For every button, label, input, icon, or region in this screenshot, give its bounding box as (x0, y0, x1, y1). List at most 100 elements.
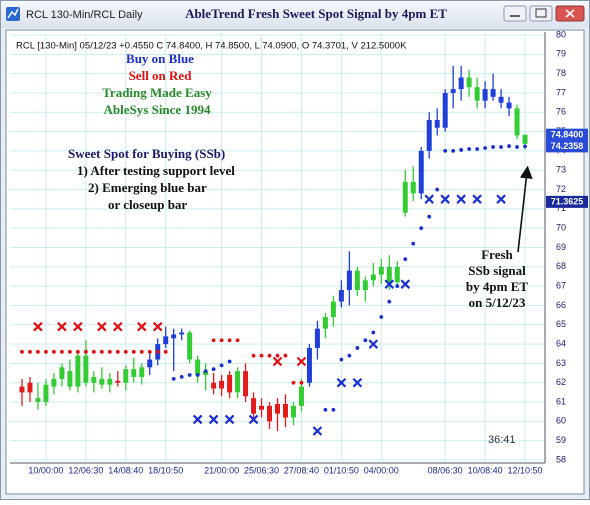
stop-dot (267, 353, 272, 358)
candle-body (314, 328, 320, 348)
x-tick-label: 25/06:30 (244, 465, 279, 475)
stop-dot (227, 359, 232, 364)
annotation: 2) Emerging blue bar (88, 180, 207, 195)
stop-dot (507, 144, 511, 148)
minimize-button[interactable] (503, 5, 527, 22)
stop-dot (331, 407, 336, 412)
x-tick-label: 27/08:40 (284, 465, 319, 475)
stop-dot (147, 349, 152, 354)
y-tick-label: 79 (556, 49, 566, 59)
signal-x (113, 321, 123, 332)
stop-dot (259, 353, 264, 358)
x-tick-label: 08/06:30 (428, 465, 463, 475)
signal-x (136, 321, 147, 332)
candle-body (306, 347, 312, 383)
candle-body (458, 77, 464, 90)
stop-dot (36, 349, 40, 354)
candle-body (35, 398, 41, 403)
stop-dot (443, 149, 448, 153)
stop-dot (131, 349, 136, 354)
window-title: RCL 130-Min/RCL Daily (26, 9, 143, 21)
chart-title: AbleTrend Fresh Sweet Spot Signal by 4pm… (185, 6, 447, 21)
candle-body (394, 266, 400, 283)
y-tick-label: 77 (556, 87, 566, 97)
candle-body (227, 375, 233, 393)
stop-dot (467, 147, 472, 151)
stop-dot (483, 146, 488, 150)
signal-x (368, 339, 379, 349)
stop-dot (235, 338, 240, 343)
y-tick-label: 73 (556, 165, 566, 175)
price-label: 74.2358 (551, 141, 584, 151)
signal-x (272, 356, 283, 367)
candle-body (75, 355, 81, 387)
candle-body (490, 89, 496, 97)
signal-x (336, 377, 347, 388)
stop-dot (179, 375, 184, 379)
candle-body (410, 181, 416, 194)
stop-dot (211, 367, 216, 372)
clock: 36:41 (488, 434, 516, 446)
stop-dot (499, 145, 503, 149)
candle-body (43, 384, 49, 403)
annotation: or closeup bar (108, 197, 187, 212)
candle-body (514, 108, 520, 136)
y-tick-label: 60 (556, 416, 566, 426)
stop-dot (427, 214, 432, 219)
y-tick-label: 58 (556, 454, 566, 464)
stop-dot (60, 349, 64, 354)
candle-body (83, 355, 89, 383)
stop-dot (67, 349, 72, 354)
annotation: by 4pm ET (466, 279, 528, 294)
stop-dot (435, 187, 440, 192)
y-tick-label: 67 (556, 281, 566, 291)
stop-dot (123, 349, 128, 354)
annotation: Sell on Red (129, 68, 193, 83)
stop-dot (395, 284, 400, 289)
stop-dot (99, 349, 104, 354)
signal-x (248, 414, 259, 425)
x-tick-label: 18/10:50 (148, 465, 183, 475)
candle-body (107, 378, 113, 385)
chart-header: RCL [130-Min] 05/12/23 +0.4550 C 74.8400… (16, 41, 407, 52)
signal-x (352, 377, 363, 388)
stop-dot (419, 226, 424, 231)
price-label-box (546, 195, 588, 208)
plot: 5859606162636465666768697071727374757677… (10, 29, 588, 475)
stop-dot (299, 380, 304, 385)
y-tick-label: 63 (556, 358, 566, 368)
candle-body (91, 376, 97, 383)
candle-body (290, 405, 296, 418)
candle-body (330, 301, 336, 318)
stop-dot (227, 338, 232, 343)
stop-dot (339, 357, 344, 362)
annotation: SSb signal (468, 263, 526, 278)
y-tick-label: 69 (556, 242, 566, 252)
maximize-button[interactable] (529, 5, 553, 22)
candle-body (426, 120, 432, 151)
candle-body (163, 336, 169, 345)
stop-dot (251, 353, 256, 358)
x-tick-label: 01/10:50 (324, 465, 359, 475)
stop-dot (387, 299, 392, 304)
stop-dot (411, 241, 416, 246)
signal-x (424, 194, 434, 204)
stop-dot (107, 349, 112, 354)
candle-body (418, 150, 424, 194)
stop-dot (219, 338, 224, 343)
candle-body (171, 334, 177, 339)
candle-body (131, 369, 137, 377)
window-buttons (503, 5, 585, 22)
candle-body (386, 266, 392, 283)
candle-body (346, 270, 352, 290)
stop-dot (187, 373, 192, 377)
candle-body (498, 96, 504, 103)
candle-body (203, 371, 209, 375)
annotation: Sweet Spot for Buying (SSb) (68, 146, 225, 161)
candle-body (378, 266, 384, 275)
annotation: Trading Made Easy (102, 85, 212, 100)
x-tick-label: 04/00:00 (364, 465, 399, 475)
stop-dot (155, 349, 160, 354)
candle-body (338, 290, 344, 302)
title-bar (1, 1, 589, 28)
